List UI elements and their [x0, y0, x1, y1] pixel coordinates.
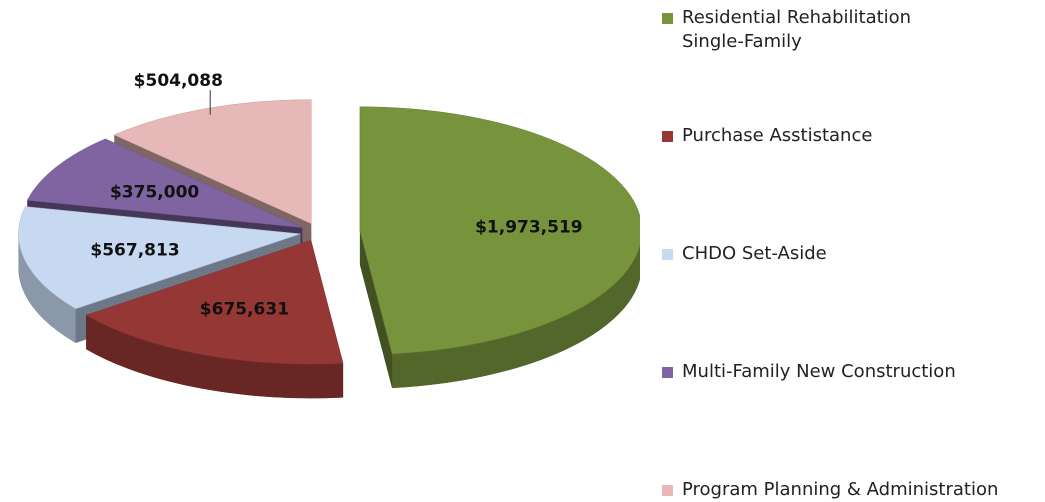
pie-chart: $1,973,519 $675,631 $567,813 $375,000 $504,0…: [18, 71, 640, 399]
value-label: $567,813: [90, 241, 179, 261]
slice-top: [18, 206, 301, 310]
legend-label: Program Planning & Administration: [682, 479, 999, 500]
legend-swatch: [662, 131, 673, 142]
legend-label: Residential Rehabilitation Single-Family: [682, 7, 912, 52]
slice-side: [392, 244, 640, 388]
slice-top: [26, 138, 303, 228]
value-label: $504,088: [134, 71, 223, 91]
legend-swatch: [662, 367, 673, 378]
value-label: $1,973,519: [475, 218, 583, 238]
value-label: $675,631: [200, 300, 289, 320]
slice: [359, 106, 640, 388]
slice-top: [359, 106, 640, 355]
legend-swatch: [662, 485, 673, 496]
value-label: $375,000: [110, 182, 199, 202]
slice-side: [86, 315, 344, 399]
slice-top: [113, 99, 312, 225]
legend-label: CHDO Set-Aside: [682, 243, 827, 264]
slice-top: [85, 239, 344, 365]
legend-swatch: [662, 249, 673, 260]
slice: [85, 239, 344, 399]
slice-wall: [359, 230, 393, 388]
legend-swatch: [662, 13, 673, 24]
legend-label: Multi-Family New Construction: [682, 361, 956, 382]
legend-label: Purchase Asstistance: [682, 125, 873, 146]
